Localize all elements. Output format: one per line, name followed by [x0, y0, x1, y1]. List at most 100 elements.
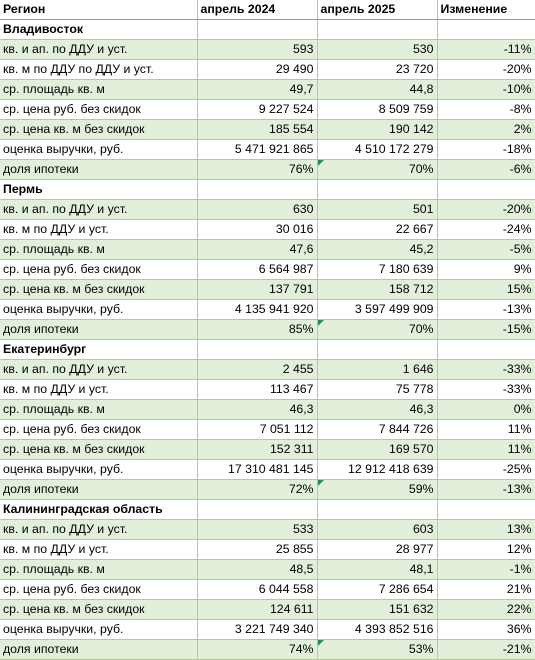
- change-cell[interactable]: -13%: [437, 299, 535, 320]
- metric-label-cell[interactable]: ср. цена руб. без скидок: [0, 99, 198, 120]
- value-2025-cell[interactable]: 12 912 418 639: [317, 459, 438, 480]
- change-cell[interactable]: -21%: [437, 639, 535, 660]
- change-cell[interactable]: -6%: [437, 159, 535, 180]
- empty-cell[interactable]: [317, 19, 438, 40]
- value-2024-cell[interactable]: 17 310 481 145: [197, 459, 318, 480]
- change-cell[interactable]: 36%: [437, 619, 535, 640]
- value-2025-cell[interactable]: 46,3: [317, 399, 438, 420]
- change-cell[interactable]: 11%: [437, 419, 535, 440]
- empty-cell[interactable]: [197, 499, 318, 520]
- change-cell[interactable]: 15%: [437, 279, 535, 300]
- value-2025-cell[interactable]: 45,2: [317, 239, 438, 260]
- change-cell[interactable]: 2%: [437, 119, 535, 140]
- value-2024-cell[interactable]: 113 467: [197, 379, 318, 400]
- value-2024-cell[interactable]: 7 051 112: [197, 419, 318, 440]
- value-2025-cell[interactable]: 59%: [317, 479, 438, 500]
- change-cell[interactable]: -8%: [437, 99, 535, 120]
- metric-label-cell[interactable]: оценка выручки, руб.: [0, 459, 198, 480]
- value-2024-cell[interactable]: 47,6: [197, 239, 318, 260]
- metric-label-cell[interactable]: оценка выручки, руб.: [0, 139, 198, 160]
- change-cell[interactable]: 9%: [437, 259, 535, 280]
- value-2024-cell[interactable]: 593: [197, 39, 318, 60]
- metric-label-cell[interactable]: кв. м по ДДУ и уст.: [0, 379, 198, 400]
- value-2025-cell[interactable]: 7 180 639: [317, 259, 438, 280]
- region-name-cell[interactable]: Калининградская область: [0, 499, 198, 520]
- metric-label-cell[interactable]: ср. цена руб. без скидок: [0, 579, 198, 600]
- value-2025-cell[interactable]: 3 597 499 909: [317, 299, 438, 320]
- value-2025-cell[interactable]: 169 570: [317, 439, 438, 460]
- value-2024-cell[interactable]: 6 044 558: [197, 579, 318, 600]
- metric-label-cell[interactable]: ср. площадь кв. м: [0, 79, 198, 100]
- value-2024-cell[interactable]: 6 564 987: [197, 259, 318, 280]
- value-2025-cell[interactable]: 23 720: [317, 59, 438, 80]
- column-header-change[interactable]: Изменение: [437, 0, 535, 20]
- value-2024-cell[interactable]: 152 311: [197, 439, 318, 460]
- empty-cell[interactable]: [197, 179, 318, 200]
- change-cell[interactable]: -33%: [437, 379, 535, 400]
- metric-label-cell[interactable]: ср. цена кв. м без скидок: [0, 439, 198, 460]
- empty-cell[interactable]: [437, 499, 535, 520]
- metric-label-cell[interactable]: кв. м по ДДУ по ДДУ и уст.: [0, 59, 198, 80]
- value-2024-cell[interactable]: 630: [197, 199, 318, 220]
- value-2024-cell[interactable]: 5 471 921 865: [197, 139, 318, 160]
- metric-label-cell[interactable]: кв. м по ДДУ и уст.: [0, 219, 198, 240]
- value-2025-cell[interactable]: 4 393 852 516: [317, 619, 438, 640]
- metric-label-cell[interactable]: кв. и ап. по ДДУ и уст.: [0, 519, 198, 540]
- change-cell[interactable]: 21%: [437, 579, 535, 600]
- column-header-region[interactable]: Регион: [0, 0, 198, 20]
- value-2024-cell[interactable]: 2 455: [197, 359, 318, 380]
- change-cell[interactable]: 13%: [437, 519, 535, 540]
- value-2025-cell[interactable]: 501: [317, 199, 438, 220]
- metric-label-cell[interactable]: кв. и ап. по ДДУ и уст.: [0, 199, 198, 220]
- column-header-april-2025[interactable]: апрель 2025: [317, 0, 438, 20]
- region-name-cell[interactable]: Пермь: [0, 179, 198, 200]
- value-2024-cell[interactable]: 49,7: [197, 79, 318, 100]
- metric-label-cell[interactable]: оценка выручки, руб.: [0, 619, 198, 640]
- value-2024-cell[interactable]: 74%: [197, 639, 318, 660]
- value-2024-cell[interactable]: 85%: [197, 319, 318, 340]
- metric-label-cell[interactable]: доля ипотеки: [0, 159, 198, 180]
- metric-label-cell[interactable]: ср. площадь кв. м: [0, 559, 198, 580]
- change-cell[interactable]: -33%: [437, 359, 535, 380]
- value-2024-cell[interactable]: 137 791: [197, 279, 318, 300]
- value-2025-cell[interactable]: 190 142: [317, 119, 438, 140]
- change-cell[interactable]: 12%: [437, 539, 535, 560]
- value-2025-cell[interactable]: 151 632: [317, 599, 438, 620]
- value-2024-cell[interactable]: 25 855: [197, 539, 318, 560]
- change-cell[interactable]: -11%: [437, 39, 535, 60]
- value-2025-cell[interactable]: 8 509 759: [317, 99, 438, 120]
- value-2025-cell[interactable]: 530: [317, 39, 438, 60]
- value-2024-cell[interactable]: 185 554: [197, 119, 318, 140]
- value-2025-cell[interactable]: 48,1: [317, 559, 438, 580]
- value-2025-cell[interactable]: 75 778: [317, 379, 438, 400]
- value-2025-cell[interactable]: 53%: [317, 639, 438, 660]
- value-2025-cell[interactable]: 7 286 654: [317, 579, 438, 600]
- change-cell[interactable]: -5%: [437, 239, 535, 260]
- empty-cell[interactable]: [197, 339, 318, 360]
- metric-label-cell[interactable]: ср. цена кв. м без скидок: [0, 279, 198, 300]
- change-cell[interactable]: -25%: [437, 459, 535, 480]
- value-2025-cell[interactable]: 22 667: [317, 219, 438, 240]
- value-2025-cell[interactable]: 70%: [317, 319, 438, 340]
- change-cell[interactable]: -24%: [437, 219, 535, 240]
- metric-label-cell[interactable]: ср. площадь кв. м: [0, 239, 198, 260]
- value-2024-cell[interactable]: 48,5: [197, 559, 318, 580]
- value-2025-cell[interactable]: 44,8: [317, 79, 438, 100]
- value-2024-cell[interactable]: 533: [197, 519, 318, 540]
- value-2024-cell[interactable]: 30 016: [197, 219, 318, 240]
- value-2024-cell[interactable]: 29 490: [197, 59, 318, 80]
- column-header-april-2024[interactable]: апрель 2024: [197, 0, 318, 20]
- metric-label-cell[interactable]: кв. и ап. по ДДУ и уст.: [0, 359, 198, 380]
- value-2025-cell[interactable]: 1 646: [317, 359, 438, 380]
- metric-label-cell[interactable]: доля ипотеки: [0, 639, 198, 660]
- value-2025-cell[interactable]: 603: [317, 519, 438, 540]
- empty-cell[interactable]: [437, 19, 535, 40]
- change-cell[interactable]: -10%: [437, 79, 535, 100]
- change-cell[interactable]: 22%: [437, 599, 535, 620]
- value-2024-cell[interactable]: 124 611: [197, 599, 318, 620]
- value-2025-cell[interactable]: 7 844 726: [317, 419, 438, 440]
- empty-cell[interactable]: [437, 339, 535, 360]
- change-cell[interactable]: -20%: [437, 59, 535, 80]
- metric-label-cell[interactable]: оценка выручки, руб.: [0, 299, 198, 320]
- value-2025-cell[interactable]: 28 977: [317, 539, 438, 560]
